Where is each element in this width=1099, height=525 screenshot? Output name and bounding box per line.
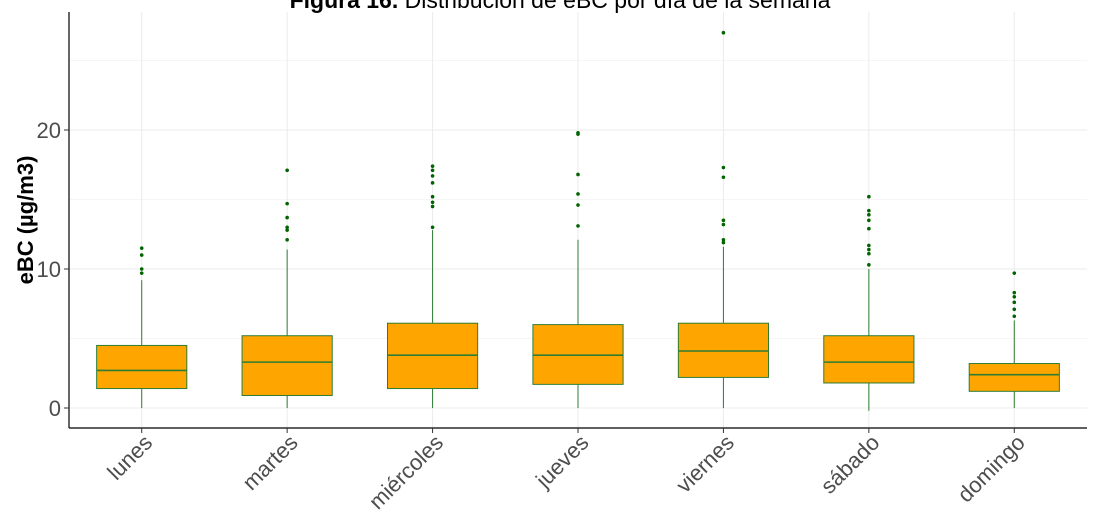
box-4: [532, 130, 624, 408]
outlier-point: [721, 30, 726, 35]
outlier-point: [139, 271, 144, 275]
outlier-point: [285, 238, 289, 242]
outlier-point: [430, 168, 435, 173]
outlier-point: [430, 204, 435, 209]
outlier-point: [139, 267, 144, 271]
outlier-point: [721, 175, 726, 180]
box-iqr: [241, 335, 333, 396]
x-tick-label: sábado: [816, 430, 885, 499]
outlier-point: [285, 228, 289, 232]
box-iqr: [96, 344, 188, 390]
outlier-point: [576, 203, 580, 207]
outlier-point: [430, 225, 435, 230]
y-tick-label: 20: [37, 118, 61, 143]
outlier-point: [430, 181, 435, 185]
outlier-point: [285, 215, 289, 220]
box-2: [241, 168, 333, 408]
outlier-point: [576, 192, 580, 196]
outlier-point: [1012, 300, 1017, 305]
chart-title-rest: Distribución de eBC por día de la semana: [398, 0, 830, 13]
outlier-point: [1012, 314, 1017, 319]
outlier-point: [285, 225, 289, 230]
outlier-point: [1012, 271, 1017, 275]
y-tick-label: 10: [37, 257, 61, 282]
box-5: [677, 30, 770, 408]
outlier-point: [576, 172, 580, 177]
y-tick-labels: 0 10 20: [37, 118, 69, 421]
outlier-point: [867, 247, 871, 252]
outlier-point: [576, 130, 580, 135]
x-tick-labels: lunes martes miércoles jueves viernes sábado d…: [102, 428, 1030, 514]
outlier-point: [867, 208, 871, 213]
outlier-point: [721, 165, 726, 170]
y-axis-title: eBC (µg/m3): [13, 156, 38, 285]
outlier-point: [285, 168, 289, 173]
outlier-point: [1012, 307, 1017, 312]
box-iqr: [968, 363, 1060, 392]
x-tick-label: domingo: [952, 430, 1029, 507]
outlier-point: [430, 200, 435, 205]
outlier-point: [721, 222, 726, 227]
outlier-point: [867, 194, 871, 199]
outlier-point: [1012, 295, 1017, 299]
y-tick-label: 0: [49, 396, 61, 421]
outlier-point: [721, 240, 726, 245]
x-tick-label: martes: [237, 430, 302, 495]
chart-title: Figura 16. Distribución de eBC por día d…: [290, 0, 831, 13]
boxes-layer: [96, 30, 1060, 411]
outlier-point: [1012, 290, 1017, 295]
outlier-point: [430, 174, 435, 178]
outlier-point: [867, 251, 871, 256]
x-tick-label: lunes: [102, 430, 157, 485]
outlier-point: [285, 201, 289, 206]
outlier-point: [430, 164, 435, 168]
outlier-point: [867, 226, 871, 231]
box-1: [96, 246, 188, 408]
x-tick-label: viernes: [671, 430, 739, 498]
outlier-point: [867, 212, 871, 217]
outlier-point: [721, 238, 726, 242]
outlier-point: [139, 253, 144, 257]
chart-title-bold: Figura 16.: [290, 0, 399, 13]
outlier-point: [576, 224, 580, 228]
outlier-point: [430, 194, 435, 199]
x-tick-label: jueves: [530, 430, 593, 493]
outlier-point: [867, 243, 871, 248]
box-iqr: [823, 335, 915, 384]
box-6: [823, 194, 915, 411]
outlier-point: [139, 246, 144, 250]
outlier-point: [867, 263, 871, 267]
outlier-point: [721, 218, 726, 223]
outlier-point: [867, 218, 871, 223]
box-3: [386, 164, 479, 408]
box-7: [968, 271, 1060, 408]
x-tick-label: miércoles: [364, 430, 448, 514]
